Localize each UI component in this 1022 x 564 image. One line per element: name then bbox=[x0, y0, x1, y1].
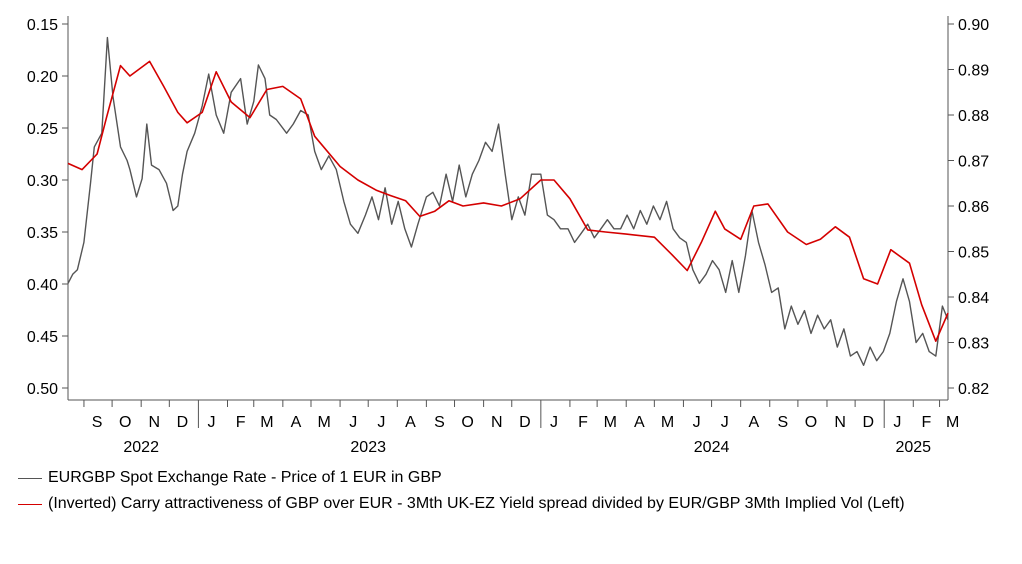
series-line-carry bbox=[67, 60, 949, 342]
month-label: M bbox=[946, 414, 959, 431]
right-tick-label: 0.90 bbox=[958, 17, 989, 34]
month-label: M bbox=[661, 414, 674, 431]
month-label: O bbox=[805, 414, 817, 431]
series-layer bbox=[67, 36, 949, 366]
year-label: 2025 bbox=[895, 439, 931, 456]
year-label: 2024 bbox=[694, 439, 730, 456]
legend-swatch-eurgbp bbox=[18, 478, 42, 479]
month-label: A bbox=[405, 414, 416, 431]
legend-label-eurgbp: EURGBP Spot Exchange Rate - Price of 1 E… bbox=[48, 469, 442, 486]
month-label: S bbox=[778, 414, 789, 431]
legend-item-eurgbp: EURGBP Spot Exchange Rate - Price of 1 E… bbox=[18, 468, 978, 488]
month-label: N bbox=[149, 414, 161, 431]
month-label: O bbox=[461, 414, 473, 431]
legend-label-carry: (Inverted) Carry attractiveness of GBP o… bbox=[48, 495, 905, 512]
legend: EURGBP Spot Exchange Rate - Price of 1 E… bbox=[18, 468, 978, 520]
right-tick-label: 0.82 bbox=[958, 381, 989, 398]
month-label: N bbox=[834, 414, 846, 431]
legend-item-carry: (Inverted) Carry attractiveness of GBP o… bbox=[18, 494, 978, 514]
left-tick-label: 0.40 bbox=[27, 277, 58, 294]
right-tick-label: 0.89 bbox=[958, 63, 989, 80]
month-label: J bbox=[693, 414, 701, 431]
month-label: J bbox=[893, 414, 901, 431]
month-label: N bbox=[491, 414, 503, 431]
month-label: A bbox=[748, 414, 759, 431]
month-label: J bbox=[550, 414, 558, 431]
left-tick-label: 0.50 bbox=[27, 381, 58, 398]
month-label: S bbox=[434, 414, 445, 431]
month-label: F bbox=[578, 414, 588, 431]
month-label: J bbox=[377, 414, 385, 431]
month-label: M bbox=[317, 414, 330, 431]
right-tick-label: 0.84 bbox=[958, 290, 989, 307]
left-tick-label: 0.30 bbox=[27, 173, 58, 190]
series-line-eurgbp bbox=[67, 36, 949, 366]
axes bbox=[62, 16, 954, 428]
month-label: J bbox=[208, 414, 216, 431]
month-label: M bbox=[260, 414, 273, 431]
month-label: D bbox=[177, 414, 189, 431]
month-label: S bbox=[92, 414, 103, 431]
year-label: 2023 bbox=[350, 439, 386, 456]
month-label: D bbox=[862, 414, 874, 431]
month-label: J bbox=[349, 414, 357, 431]
month-label: M bbox=[604, 414, 617, 431]
month-label: J bbox=[721, 414, 729, 431]
month-label: O bbox=[119, 414, 131, 431]
month-label: A bbox=[634, 414, 645, 431]
left-tick-label: 0.25 bbox=[27, 121, 58, 138]
month-label: F bbox=[922, 414, 932, 431]
month-label: D bbox=[519, 414, 531, 431]
legend-swatch-carry bbox=[18, 504, 42, 505]
right-tick-label: 0.86 bbox=[958, 199, 989, 216]
year-label: 2022 bbox=[123, 439, 159, 456]
right-tick-label: 0.88 bbox=[958, 108, 989, 125]
month-label: A bbox=[291, 414, 302, 431]
month-label: F bbox=[236, 414, 246, 431]
left-tick-label: 0.35 bbox=[27, 225, 58, 242]
chart: 0.15 0.20 0.25 0.30 0.35 0.40 0.45 0.50 0.90 0.89… bbox=[27, 16, 989, 456]
tick-labels: 0.15 0.20 0.25 0.30 0.35 0.40 0.45 0.50 0.90 0.89… bbox=[27, 17, 989, 456]
left-tick-label: 0.15 bbox=[27, 17, 58, 34]
left-tick-label: 0.20 bbox=[27, 69, 58, 86]
right-tick-label: 0.87 bbox=[958, 154, 989, 171]
right-tick-label: 0.85 bbox=[958, 245, 989, 262]
right-tick-label: 0.83 bbox=[958, 336, 989, 353]
left-tick-label: 0.45 bbox=[27, 329, 58, 346]
